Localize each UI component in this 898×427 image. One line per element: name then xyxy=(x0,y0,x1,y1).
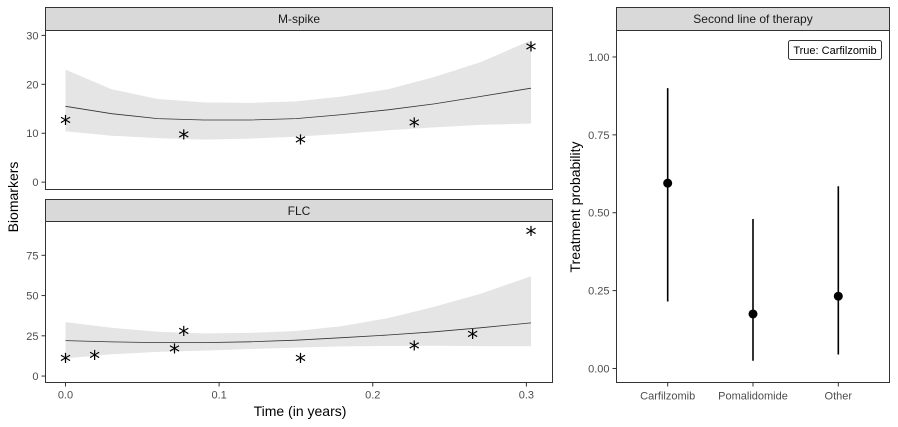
point-pomalidomide xyxy=(748,309,758,319)
therapy-y-tick-label: 0.50 xyxy=(588,208,609,220)
flc-confidence-band xyxy=(65,276,531,359)
flc-observation: * xyxy=(89,348,100,373)
therapy-y-tick-label: 0.75 xyxy=(588,130,609,142)
legend-label: True: Carfilzomib xyxy=(793,45,876,57)
mspike-y-tick-label: 0 xyxy=(32,177,38,189)
flc-y-tick-label: 0 xyxy=(32,371,38,383)
flc-y-tick-label: 50 xyxy=(26,291,38,303)
flc-x-tick-label: 0.1 xyxy=(211,390,226,402)
flc-strip-label: FLC xyxy=(288,204,311,218)
therapy-y-axis-title: Treatment probability xyxy=(567,142,583,273)
mspike-observation: * xyxy=(60,113,71,138)
flc-observation: * xyxy=(169,341,180,366)
flc-x-tick-label: 0.0 xyxy=(58,390,73,402)
flc-x-tick-label: 0.3 xyxy=(519,390,534,402)
flc-observation: * xyxy=(467,327,478,352)
flc-y-tick-label: 25 xyxy=(26,331,38,343)
mspike-strip-label: M-spike xyxy=(278,12,320,26)
therapy-facet: Second line of therapy 0.00 0.25 0.50 0.75 1… xyxy=(567,7,890,403)
flc-observation: * xyxy=(60,351,71,376)
therapy-y-tick-label: 0.00 xyxy=(588,363,609,375)
flc-observation: * xyxy=(409,338,420,363)
mspike-observation: * xyxy=(178,127,189,152)
mspike-y-tick-label: 10 xyxy=(26,128,38,140)
point-carfilzomib xyxy=(663,178,673,188)
legend-box xyxy=(788,40,882,60)
y-axis-title: Biomarkers xyxy=(5,162,21,233)
x-axis-title: Time (in years) xyxy=(254,403,347,419)
mspike-facet: M-spike * * * * * 0 10 20 30 xyxy=(26,7,553,190)
mspike-confidence-band xyxy=(65,40,531,140)
therapy-x-tick-label: Carfilzomib xyxy=(640,391,695,403)
flc-x-tick-label: 0.2 xyxy=(365,390,380,402)
mspike-y-tick-label: 20 xyxy=(26,79,38,91)
therapy-x-tick-label: Other xyxy=(825,391,853,403)
flc-observation: * xyxy=(295,351,306,376)
therapy-strip-label: Second line of therapy xyxy=(693,12,812,26)
flc-observation: * xyxy=(178,323,189,348)
flc-fit-line xyxy=(65,322,532,343)
mspike-y-tick-label: 30 xyxy=(26,30,38,42)
mspike-observation: * xyxy=(525,39,536,64)
mspike-fit-line xyxy=(65,87,532,121)
point-other xyxy=(833,291,843,301)
flc-observation: * xyxy=(525,224,536,249)
therapy-y-tick-label: 1.00 xyxy=(588,52,609,64)
flc-y-tick-label: 75 xyxy=(26,250,38,262)
therapy-x-tick-label: Pomalidomide xyxy=(718,391,788,403)
mspike-observation: * xyxy=(409,115,420,140)
therapy-y-tick-label: 0.25 xyxy=(588,286,609,298)
mspike-observation: * xyxy=(295,132,306,157)
